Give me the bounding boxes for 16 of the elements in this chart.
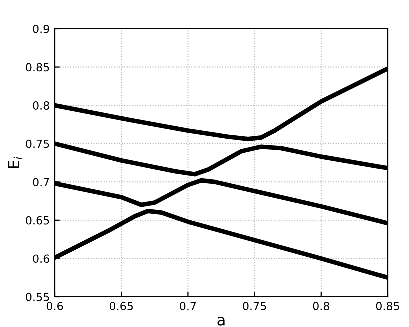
x-tick-label: 0.8 [313, 302, 330, 310]
y-tick-label: 0.85 [26, 63, 50, 72]
x-tick-label: 0.85 [376, 302, 400, 310]
x-tick-label: 0.75 [243, 302, 266, 310]
y-tick-label: 0.65 [26, 216, 50, 225]
y-tick-label: 0.8 [33, 102, 50, 110]
y-tick-label: 0.6 [33, 254, 50, 264]
y-tick-label: 0.7 [33, 178, 50, 187]
x-tick-label: 0.6 [46, 302, 64, 310]
x-tick-label: 0.7 [180, 302, 196, 310]
y-tick-label: 0.75 [26, 140, 50, 148]
y-tick-label: 0.55 [26, 292, 50, 302]
y-axis-title: E$_{i}$ [8, 156, 22, 168]
y-tick-label: 0.9 [33, 24, 50, 34]
x-tick-label: 0.65 [110, 302, 133, 310]
x-axis-title: a [218, 317, 225, 326]
